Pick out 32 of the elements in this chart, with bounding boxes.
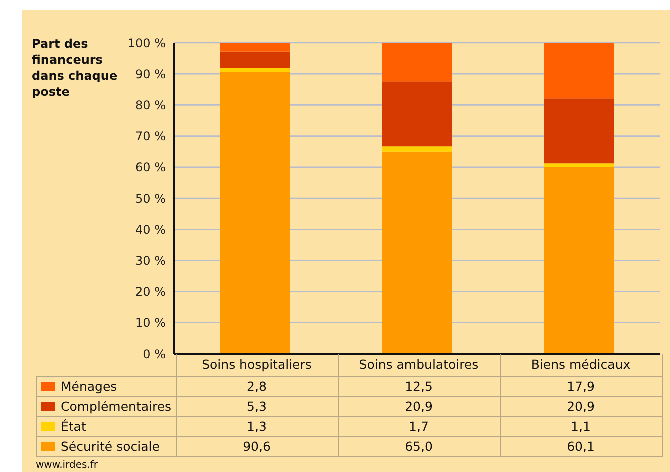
y-tick-label: 90 %	[136, 67, 166, 82]
data-label: 2,8	[176, 376, 338, 396]
y-tick-label: 100 %	[128, 36, 166, 50]
y-axis-title: Part des financeurs dans chaque poste	[32, 36, 119, 100]
data-label: 90,6	[176, 436, 338, 456]
y-tick-label: 70 %	[136, 130, 166, 144]
data-label: 5,3	[176, 396, 338, 416]
data-label: 1,1	[500, 416, 662, 436]
legend-label: État	[36, 416, 176, 436]
y-tick-label: 50 %	[136, 192, 166, 206]
data-label: 65,0	[338, 436, 500, 456]
x-tick-label: Biens médicaux	[500, 354, 662, 376]
y-tick-label: 40 %	[136, 222, 166, 237]
legend-label: Sécurité sociale	[36, 436, 176, 456]
y-tick-label: 20 %	[136, 285, 166, 300]
x-tick-label: Soins hospitaliers	[176, 354, 338, 376]
y-tick-label: 0 %	[143, 347, 166, 362]
data-label: 60,1	[500, 436, 662, 456]
data-label: 20,9	[338, 396, 500, 416]
text: www.irdes.fr	[36, 460, 98, 471]
data-label: 17,9	[500, 376, 662, 396]
x-tick-label: Soins ambulatoires	[338, 354, 500, 376]
legend-label: Ménages	[36, 376, 176, 396]
data-label: 12,5	[338, 376, 500, 396]
legend-label: Complémentaires	[36, 396, 176, 416]
y-tick-label: 80 %	[136, 98, 166, 112]
y-tick-label: 10 %	[136, 316, 166, 330]
y-tick-label: 30 %	[136, 254, 166, 268]
data-label: 1,3	[176, 416, 338, 436]
data-label: 1,7	[338, 416, 500, 436]
data-label: 20,9	[500, 396, 662, 416]
y-tick-label: 60 %	[136, 160, 166, 175]
